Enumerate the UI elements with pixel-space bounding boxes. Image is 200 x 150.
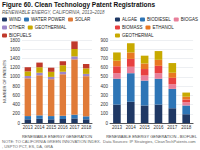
svg-text:600: 600 <box>12 93 20 98</box>
svg-text:100: 100 <box>100 111 108 116</box>
svg-text:GEOTHERMAL: GEOTHERMAL <box>35 25 67 30</box>
svg-text:2013: 2013 <box>23 125 34 130</box>
svg-text:800: 800 <box>12 84 20 89</box>
svg-text:1600: 1600 <box>10 47 21 52</box>
svg-text:700: 700 <box>100 56 108 61</box>
svg-text:500: 500 <box>100 74 108 79</box>
svg-text:2017: 2017 <box>167 125 178 130</box>
svg-text:1400: 1400 <box>10 56 21 61</box>
svg-text:WIND: WIND <box>9 17 22 22</box>
svg-text:800: 800 <box>100 47 108 52</box>
svg-text:RENEWABLE ENERGY GENERATION: RENEWABLE ENERGY GENERATION <box>21 134 93 140</box>
svg-text:2016: 2016 <box>153 125 164 130</box>
svg-text:1200: 1200 <box>10 65 21 70</box>
svg-text:GEOTHERMAL: GEOTHERMAL <box>122 33 154 38</box>
svg-text:RENEWABLE ENERGY, CALIFORNIA,: RENEWABLE ENERGY, CALIFORNIA, 2013–2018 <box>2 10 105 15</box>
svg-text:Figure 60. Clean Technology Pa: Figure 60. Clean Technology Patent Regis… <box>2 1 155 9</box>
svg-text:2015: 2015 <box>46 125 57 130</box>
svg-text:0: 0 <box>17 121 20 126</box>
svg-text:200: 200 <box>100 102 108 107</box>
svg-text:OTHER: OTHER <box>9 25 26 30</box>
svg-text:2016: 2016 <box>58 125 69 130</box>
svg-text:1800: 1800 <box>10 38 21 43</box>
svg-text:900: 900 <box>100 38 108 43</box>
svg-text:BIOMASS: BIOMASS <box>122 25 143 30</box>
svg-text:SOLAR: SOLAR <box>75 17 91 22</box>
svg-text:2018: 2018 <box>81 125 92 130</box>
svg-text:400: 400 <box>12 102 20 107</box>
svg-text:600: 600 <box>100 65 108 70</box>
svg-text:ALGAE: ALGAE <box>122 17 137 22</box>
svg-text:NOTE: TO CALIFORNIA GREEN INNO: NOTE: TO CALIFORNIA GREEN INNOVATION IND… <box>2 139 196 144</box>
svg-text:2014: 2014 <box>126 125 137 130</box>
svg-text:2013: 2013 <box>112 125 123 130</box>
svg-text:2015: 2015 <box>140 125 151 130</box>
svg-text:BIOFUELS: BIOFUELS <box>9 33 31 38</box>
svg-text:NUMBER OF PATENTS: NUMBER OF PATENTS <box>2 60 7 103</box>
svg-text:WATER POWER: WATER POWER <box>31 17 66 22</box>
svg-text:RENEWABLE ENERGY GENERATION -: RENEWABLE ENERGY GENERATION - BIOFUEL <box>106 134 197 140</box>
svg-text:BIODIESEL: BIODIESEL <box>147 17 171 22</box>
svg-text:, USPTO PCT, ES, DA, GRA: , USPTO PCT, ES, DA, GRA <box>2 144 53 149</box>
svg-text:200: 200 <box>12 111 20 116</box>
svg-text:0: 0 <box>105 121 108 126</box>
svg-text:ETHANOL: ETHANOL <box>152 25 174 30</box>
svg-text:BIOGAS: BIOGAS <box>181 17 198 22</box>
svg-text:2014: 2014 <box>34 125 45 130</box>
svg-text:2017: 2017 <box>69 125 80 130</box>
svg-text:400: 400 <box>100 84 108 89</box>
svg-text:2018: 2018 <box>181 125 192 130</box>
svg-text:300: 300 <box>100 93 108 98</box>
svg-text:1000: 1000 <box>10 74 21 79</box>
